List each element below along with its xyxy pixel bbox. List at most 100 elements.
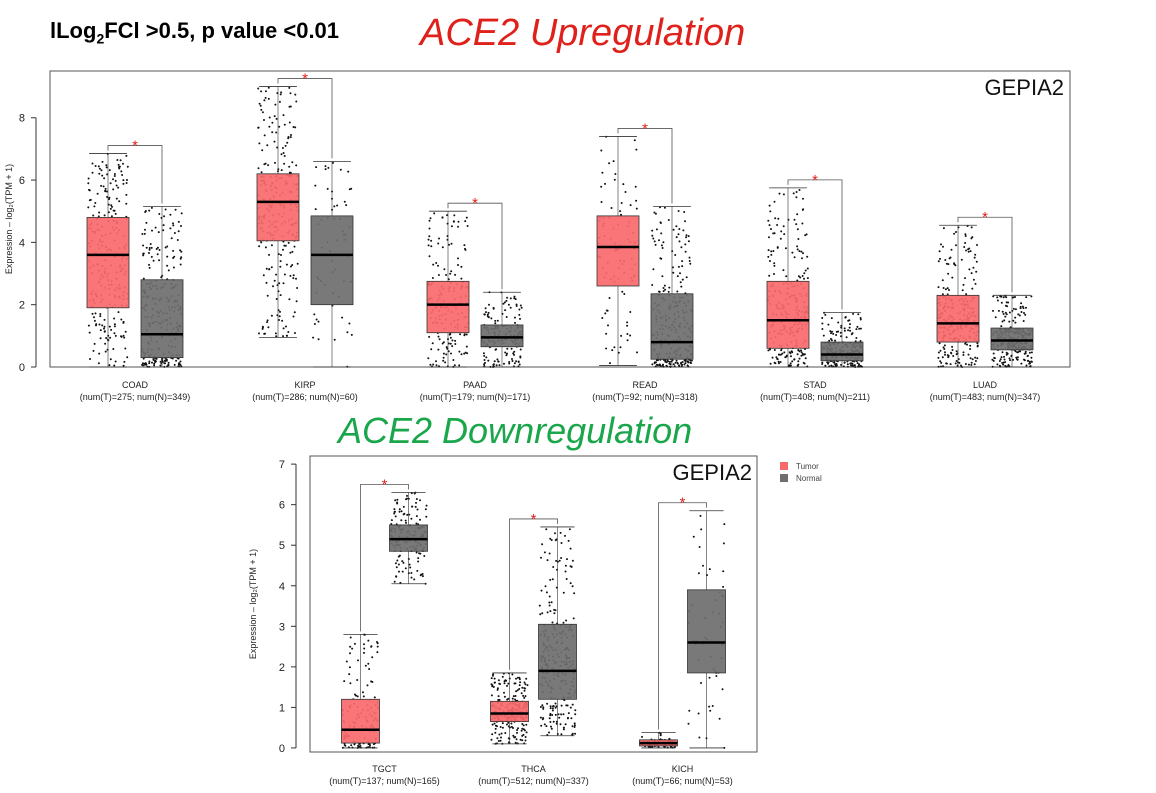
tumor-data-point: [349, 682, 352, 685]
normal-data-point: [1008, 320, 1011, 323]
tumor-data-point: [972, 278, 975, 281]
normal-data-point: [390, 519, 393, 522]
tumor-data-point: [464, 248, 467, 251]
luad-tumor-box: [936, 294, 980, 343]
tumor-data-point: [517, 727, 519, 730]
tumor-data-point: [287, 331, 290, 333]
tumor-data-point: [349, 636, 352, 639]
normal-data-point: [655, 228, 658, 231]
tumor-data-point: [526, 684, 529, 687]
tumor-data-point: [109, 336, 112, 339]
plot-frame: [49, 70, 1071, 368]
normal-data-point: [679, 281, 682, 284]
tumor-data-point: [768, 274, 771, 277]
normal-data-point: [668, 286, 671, 289]
normal-data-point: [180, 250, 183, 253]
tumor-data-point: [110, 215, 113, 218]
normal-data-point: [859, 364, 862, 367]
normal-data-point: [544, 585, 547, 588]
tumor-data-point: [108, 325, 111, 328]
tumor-data-point: [951, 276, 954, 279]
normal-data-point: [545, 528, 548, 531]
normal-data-point: [1000, 356, 1003, 359]
tumor-data-point: [295, 277, 297, 280]
tumor-data-point: [802, 252, 804, 255]
tumor-data-point: [363, 647, 366, 650]
tumor-data-point: [280, 169, 283, 172]
tumor-data-point: [275, 117, 278, 120]
tumor-data-point: [514, 741, 517, 744]
tumor-data-point: [463, 352, 466, 355]
tumor-data-point: [445, 346, 448, 349]
normal-data-point: [508, 362, 511, 365]
tumor-data-point: [96, 192, 99, 195]
normal-data-point: [723, 746, 726, 749]
tumor-data-point: [961, 289, 964, 292]
x-sample-counts-label: (num(T)=66; num(N)=53): [632, 776, 733, 786]
normal-data-point: [664, 360, 667, 363]
normal-data-point: [317, 320, 320, 323]
tumor-data-point: [971, 358, 974, 361]
normal-data-point: [562, 713, 565, 716]
tumor-data-point: [962, 283, 965, 286]
tumor-data-point: [275, 131, 278, 134]
tumor-data-point: [259, 104, 262, 107]
tumor-data-point: [289, 251, 292, 254]
tumor-data-point: [93, 316, 95, 319]
tumor-data-point: [366, 684, 369, 687]
tumor-data-point: [371, 656, 374, 659]
normal-data-point: [571, 733, 574, 736]
tumor-data-point: [97, 215, 100, 218]
normal-data-point: [676, 290, 679, 293]
tumor-data-point: [939, 360, 942, 363]
tumor-data-point: [450, 270, 453, 273]
tumor-data-point: [777, 360, 780, 363]
tumor-data-point: [105, 166, 108, 169]
tumor-data-point: [292, 315, 295, 318]
normal-data-point: [483, 363, 486, 366]
tumor-data-point: [659, 732, 662, 735]
normal-data-point: [417, 557, 420, 560]
normal-data-point: [821, 317, 824, 319]
normal-data-point: [508, 361, 511, 363]
normal-data-point: [141, 362, 144, 365]
tumor-data-point: [954, 264, 957, 267]
tumor-data-point: [89, 358, 91, 360]
tumor-data-point: [497, 740, 500, 742]
normal-data-point: [1026, 359, 1029, 362]
normal-data-point: [651, 229, 654, 232]
normal-data-point: [553, 612, 556, 615]
tumor-data-point: [280, 153, 283, 156]
tumor-data-point: [88, 189, 91, 192]
tumor-data-point: [282, 248, 284, 251]
tumor-data-point: [278, 319, 280, 321]
tumor-data-point: [523, 696, 526, 699]
tumor-data-point: [503, 691, 505, 694]
normal-data-point: [506, 347, 509, 350]
normal-data-point: [162, 229, 165, 232]
tumor-data-point: [362, 691, 364, 694]
normal-data-point: [416, 508, 419, 511]
normal-data-point: [169, 213, 172, 216]
tumor-data-point: [278, 100, 281, 103]
y-tick-label: 2: [279, 662, 285, 674]
normal-data-point: [839, 331, 842, 334]
normal-data-point: [548, 601, 551, 604]
tumor-data-point: [779, 353, 782, 356]
tumor-data-point: [264, 90, 267, 93]
normal-data-point: [166, 245, 169, 248]
tumor-data-point: [965, 293, 968, 296]
tumor-data-point: [523, 729, 526, 732]
tumor-data-point: [100, 184, 103, 187]
normal-data-point: [410, 576, 413, 579]
tumor-data-point: [946, 354, 949, 357]
tumor-data-point: [103, 214, 106, 217]
normal-data-point: [514, 316, 516, 319]
normal-data-point: [164, 357, 167, 360]
normal-data-point: [658, 290, 660, 293]
normal-data-point: [515, 303, 518, 306]
tumor-data-point: [99, 329, 102, 332]
normal-data-point: [1004, 315, 1007, 318]
tumor-data-point: [121, 174, 124, 176]
tumor-data-point: [499, 726, 502, 728]
